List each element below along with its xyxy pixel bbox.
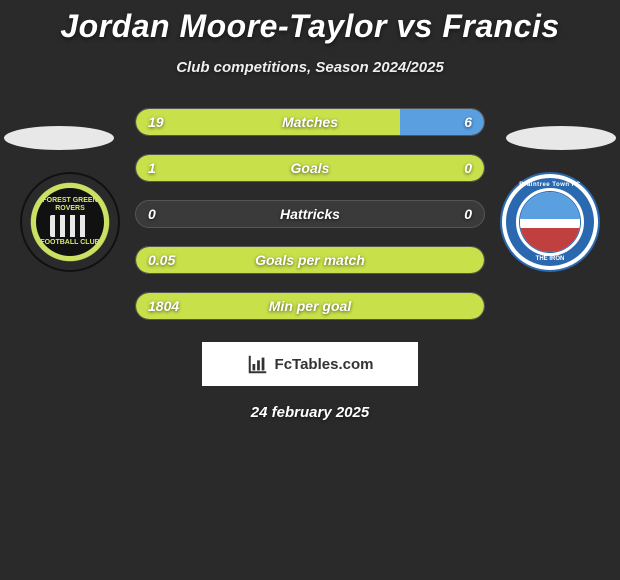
stat-row: 0 0Hattricks [135,200,485,228]
stat-bar-left [136,155,484,181]
stat-value-right: 0 [464,155,472,181]
date-text: 24 february 2025 [0,404,620,421]
chart-icon [247,353,269,375]
stat-value-left: 0 [148,201,156,227]
stat-value-left: 1 [148,155,156,181]
subtitle: Club competitions, Season 2024/2025 [0,59,620,76]
stat-row: 0.05Goals per match [135,246,485,274]
stats-list: 196Matches10Goals00Hattricks0.05Goals pe… [135,108,485,320]
stat-row: 1804Min per goal [135,292,485,320]
stat-value-left: 19 [148,109,164,135]
watermark: FcTables.com [202,342,418,386]
page-title: Jordan Moore-Taylor vs Francis [0,0,620,45]
stat-value-left: 0.05 [148,247,175,273]
stat-row: 196Matches [135,108,485,136]
stat-label: Hattricks [136,201,484,227]
stat-bar-left [136,109,400,135]
stat-bar-left [136,247,484,273]
stat-value-left: 1804 [148,293,179,319]
watermark-text: FcTables.com [275,356,374,373]
stat-row: 10Goals [135,154,485,182]
crest-right-inner [520,192,580,252]
stat-bar-left [136,293,484,319]
stats-area: 196Matches10Goals00Hattricks0.05Goals pe… [0,108,620,421]
stat-value-right: 0 [464,201,472,227]
stat-value-right: 6 [464,109,472,135]
